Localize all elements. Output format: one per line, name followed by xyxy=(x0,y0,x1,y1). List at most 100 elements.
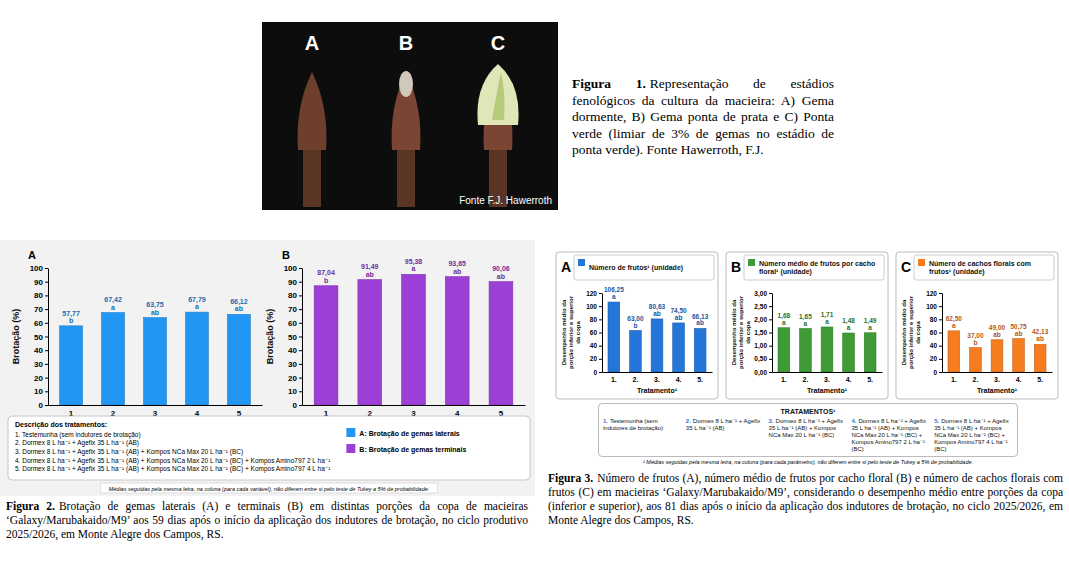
tick-label: 5. xyxy=(1037,376,1043,383)
footnote: Médias seguidas pela mesma letra, na col… xyxy=(109,486,430,492)
caption-label: Figura 1. xyxy=(572,76,646,91)
y-tick: 10 xyxy=(34,387,48,396)
chart-title: Número de frutos¹ (unidade) xyxy=(589,264,683,272)
tick-mark xyxy=(45,378,48,379)
y-tick: 40 xyxy=(34,346,48,355)
tick-label: 0 xyxy=(593,369,597,376)
y-tick: 50 xyxy=(34,333,48,342)
footnote-box xyxy=(101,483,438,493)
tick-label: 60 xyxy=(930,329,938,336)
y-tick: 0,00 xyxy=(754,369,772,377)
chart: 01020304050607080901001234587,04b91,49ab… xyxy=(265,249,526,418)
y-tick: 90 xyxy=(34,278,48,287)
caption-text: Brotação de gemas laterais (A) e termina… xyxy=(6,500,528,540)
chart-title: Número de cachos florais comfrutos¹ (uni… xyxy=(929,260,1031,277)
tick-label: 0 xyxy=(933,369,937,376)
significance-letter: a xyxy=(612,293,616,300)
y-tick: 100 xyxy=(586,303,602,310)
y-tick: 90 xyxy=(288,278,302,287)
tick-mark xyxy=(599,293,602,294)
chart: 01020304050607080901001234557,77b67,42a6… xyxy=(11,249,263,418)
bar xyxy=(821,327,833,372)
tick-label: 120 xyxy=(926,290,937,297)
significance-letter: a xyxy=(111,304,115,311)
tick-label: 10 xyxy=(34,387,43,396)
tick-label: 100 xyxy=(30,264,44,273)
treatment-text: Dormex 8 L ha⁻¹ + Agefix 35 L ha⁻¹ (AB) … xyxy=(934,418,1009,452)
tick-mark xyxy=(769,319,772,320)
significance-letter: ab xyxy=(1036,335,1044,342)
y-tick: 40 xyxy=(590,342,602,349)
y-tick: 70 xyxy=(288,305,302,314)
tick-mark xyxy=(599,319,602,320)
bar xyxy=(608,302,620,372)
axis-line xyxy=(48,269,49,406)
title-swatch xyxy=(578,259,585,266)
tick-label: 2. xyxy=(973,376,979,383)
figure-caption: Figura 1.Representação de estádios fenol… xyxy=(572,76,834,159)
bar xyxy=(60,326,83,405)
tick-label: 40 xyxy=(930,342,938,349)
tick-label: 50 xyxy=(34,333,43,342)
treatment: 4. Dormex 8 L ha⁻¹ + Agefix 35 L ha⁻¹ (A… xyxy=(15,457,331,465)
tick-mark xyxy=(769,359,772,360)
tick-mark xyxy=(939,372,942,373)
x-tick: 4. xyxy=(1016,372,1022,383)
y-axis: 020406080100120 xyxy=(586,290,602,376)
axis-line xyxy=(302,269,303,406)
treatment-text: Testemunha (sem indutores de brotação) xyxy=(603,418,663,431)
tick-label: 0 xyxy=(39,401,44,410)
x-axis: 1.2.3.4.5. xyxy=(943,372,1053,383)
treatment-text: Dormex 8 L ha⁻¹ + Agefix 35 L ha⁻¹ (AB) … xyxy=(769,418,844,438)
tick-mark xyxy=(299,282,302,283)
y-tick: 70 xyxy=(34,305,48,314)
bars xyxy=(60,312,251,405)
tick-label: 20 xyxy=(590,355,598,362)
tick-label: 3. xyxy=(654,376,660,383)
treatment-number: 1. xyxy=(603,418,608,424)
bar xyxy=(948,331,960,372)
title-box xyxy=(744,255,884,280)
caption-text: Número de frutos (A), número médio de fr… xyxy=(548,472,1063,526)
x-tick: 3. xyxy=(824,372,830,383)
y-axis-title: Desempenho médio daporção inferior e sup… xyxy=(731,295,750,369)
y-tick: 50 xyxy=(288,333,302,342)
panel-letter: B xyxy=(731,259,741,275)
box-title: TRATAMENTOS¹ xyxy=(603,407,1013,416)
significance-letter: a xyxy=(847,324,851,331)
y-tick: 3,00 xyxy=(754,290,772,298)
y-axis-title: Brotação (%) xyxy=(11,309,21,365)
tick-mark xyxy=(599,372,602,373)
bar xyxy=(970,348,982,372)
bar xyxy=(694,328,706,372)
significance-letter: ab xyxy=(151,309,159,316)
chart: 0204060801001201.2.3.4.5.106,25a63,00b80… xyxy=(561,255,714,394)
x-tick: 5. xyxy=(697,372,703,383)
data-labels: 57,77b67,42a63,75ab67,79a66,12ab xyxy=(62,296,247,324)
tick-mark xyxy=(45,268,48,269)
y-axis-title: Desempenho médio daporção inferior e sup… xyxy=(561,295,580,369)
significance-letter: ab xyxy=(235,305,243,312)
tick-label: 2. xyxy=(633,376,639,383)
tick-label: 50 xyxy=(288,333,297,342)
tick-mark xyxy=(769,306,772,307)
y-tick: 0,50 xyxy=(754,355,772,363)
caption-label: Figura 2. xyxy=(6,500,55,512)
treatment-number: 5. xyxy=(934,418,939,424)
x-tick: 1. xyxy=(611,372,617,383)
y-axis-title: Desempenho médio daporção inferior e sup… xyxy=(901,295,920,369)
x-tick: 2. xyxy=(973,372,979,383)
tick-label: 0,50 xyxy=(754,355,767,363)
y-tick: 0 xyxy=(593,369,602,376)
y-tick: 60 xyxy=(930,329,942,336)
y-tick: 80 xyxy=(34,291,48,300)
chart: 0204060801001201.2.3.4.5.62,50a37,00b49,… xyxy=(901,255,1054,394)
y-axis-title: Brotação (%) xyxy=(265,309,275,365)
bud-photo xyxy=(477,64,518,207)
treatment-text: Dormex 8 L ha⁻¹ + Agefix 35 L ha⁻¹ (AB) xyxy=(686,418,761,431)
panel-frame xyxy=(896,252,1058,399)
significance-letter: ab xyxy=(696,319,704,326)
tick-label: 1. xyxy=(781,376,787,383)
treatments-box: TRATAMENTOS¹ 1.Testemunha (sem indutores … xyxy=(598,403,1018,457)
panel-frame xyxy=(556,252,718,399)
